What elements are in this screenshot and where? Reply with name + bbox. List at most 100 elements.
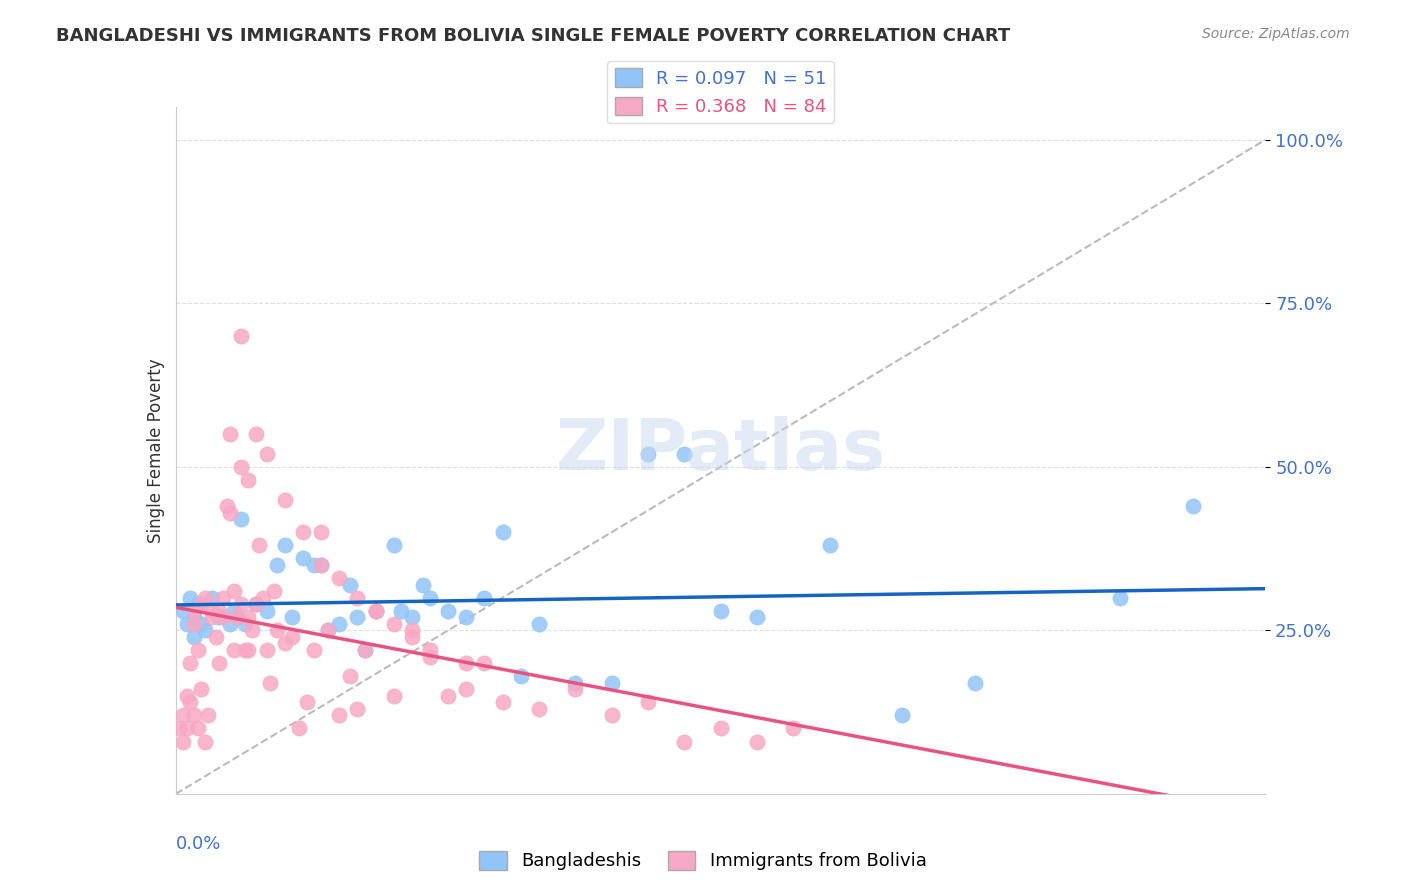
Point (302, 643, 325, 657)
Point (231, 329, 253, 343)
Point (745, 610, 768, 624)
Point (231, 459, 253, 474)
Point (309, 525, 332, 540)
Point (252, 591, 274, 605)
Point (456, 610, 478, 624)
Point (226, 610, 249, 624)
Y-axis label: Single Female Poverty: Single Female Poverty (146, 359, 165, 542)
Point (328, 571, 350, 585)
Point (782, 722, 804, 736)
Point (353, 643, 375, 657)
Point (1109, 591, 1132, 605)
Text: 0.0%: 0.0% (176, 835, 221, 853)
Point (318, 624, 340, 638)
Point (412, 577, 434, 591)
Point (208, 604, 231, 618)
Point (288, 722, 311, 736)
Point (233, 616, 256, 631)
Point (245, 597, 267, 611)
Point (190, 682, 212, 697)
Point (247, 538, 270, 552)
Point (274, 538, 297, 552)
Point (474, 656, 496, 670)
Point (256, 447, 278, 461)
Point (509, 669, 531, 683)
Point (183, 708, 205, 723)
Point (176, 689, 198, 703)
Point (194, 734, 217, 748)
Point (197, 708, 219, 723)
Point (339, 577, 361, 591)
Text: ZIPatlas: ZIPatlas (555, 416, 886, 485)
Point (212, 610, 235, 624)
Point (328, 616, 350, 631)
Point (291, 525, 314, 540)
Point (259, 675, 281, 690)
Point (346, 610, 368, 624)
Point (353, 643, 375, 657)
Point (186, 597, 209, 611)
Point (281, 610, 304, 624)
Point (673, 447, 696, 461)
Text: Source: ZipAtlas.com: Source: ZipAtlas.com (1202, 27, 1350, 41)
Point (204, 630, 226, 644)
Point (346, 591, 368, 605)
Point (245, 427, 267, 442)
Point (208, 656, 231, 670)
Point (527, 702, 550, 716)
Legend: Bangladeshis, Immigrants from Bolivia: Bangladeshis, Immigrants from Bolivia (472, 844, 934, 878)
Point (382, 689, 405, 703)
Point (231, 597, 253, 611)
Point (474, 591, 496, 605)
Point (281, 630, 304, 644)
Point (401, 630, 423, 644)
Point (637, 695, 659, 709)
Point (456, 656, 478, 670)
Point (309, 558, 332, 572)
Point (456, 682, 478, 697)
Point (309, 558, 332, 572)
Point (183, 630, 205, 644)
Point (437, 604, 460, 618)
Point (419, 643, 441, 657)
Point (212, 591, 235, 605)
Point (240, 624, 263, 638)
Point (226, 610, 249, 624)
Point (176, 616, 198, 631)
Text: BANGLADESHI VS IMMIGRANTS FROM BOLIVIA SINGLE FEMALE POVERTY CORRELATION CHART: BANGLADESHI VS IMMIGRANTS FROM BOLIVIA S… (56, 27, 1011, 45)
Point (564, 682, 586, 697)
Point (219, 506, 242, 520)
Point (186, 643, 209, 657)
Point (208, 610, 231, 624)
Legend: R = 0.097   N = 51, R = 0.368   N = 84: R = 0.097 N = 51, R = 0.368 N = 84 (607, 62, 834, 123)
Point (190, 597, 212, 611)
Point (183, 604, 205, 618)
Point (818, 538, 841, 552)
Point (274, 492, 297, 507)
Point (527, 616, 550, 631)
Point (256, 643, 278, 657)
Point (963, 675, 986, 690)
Point (637, 447, 659, 461)
Point (219, 427, 242, 442)
Point (419, 591, 441, 605)
Point (600, 708, 623, 723)
Point (302, 558, 325, 572)
Point (179, 656, 201, 670)
Point (600, 675, 623, 690)
Point (219, 616, 242, 631)
Point (492, 695, 515, 709)
Point (201, 591, 224, 605)
Point (256, 604, 278, 618)
Point (190, 616, 212, 631)
Point (745, 734, 768, 748)
Point (238, 643, 260, 657)
Point (364, 604, 387, 618)
Point (172, 734, 194, 748)
Point (263, 584, 285, 599)
Point (194, 591, 217, 605)
Point (419, 649, 441, 664)
Point (382, 538, 405, 552)
Point (245, 597, 267, 611)
Point (891, 708, 914, 723)
